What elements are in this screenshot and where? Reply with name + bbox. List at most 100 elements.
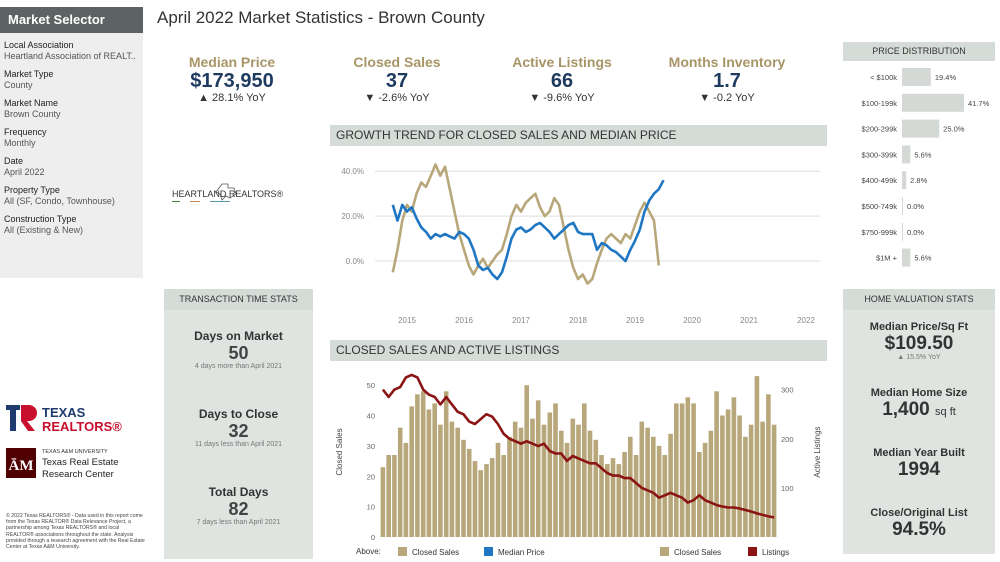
y-tick-label: 30 <box>367 442 375 451</box>
y2-tick-label: 300 <box>781 386 794 395</box>
stat-value: 82 <box>228 499 249 519</box>
bar-closed-sales <box>605 464 610 537</box>
hv-label: Median Year Built <box>873 447 965 459</box>
stat-label: Days on Market <box>194 329 283 343</box>
selector-item[interactable]: Frequency Monthly <box>0 127 143 149</box>
selector-value[interactable]: April 2022 <box>4 167 45 177</box>
kpi-yoy: ▼ -9.6% YoY <box>529 92 595 104</box>
stat-label: Days to Close <box>198 407 279 421</box>
bar-closed-sales <box>766 394 771 537</box>
y-tick-label: 0.0% <box>346 257 364 266</box>
x-tick-label: 2020 <box>683 316 701 325</box>
heartland-logo-text: HEARTLAND REALTORS® <box>172 189 284 199</box>
kpi-label: Months Inventory <box>668 54 786 70</box>
x-tick-label: 2016 <box>455 316 473 325</box>
bar-closed-sales <box>449 421 455 537</box>
bar-closed-sales <box>593 439 599 537</box>
bar-closed-sales <box>501 455 506 537</box>
selector-item[interactable]: Property Type All (SF, Condo, Townhouse) <box>0 185 143 207</box>
bar-closed-sales <box>420 391 426 537</box>
kpi-value: $173,950 <box>190 70 274 92</box>
y2-axis-label: Active Listings <box>813 426 822 477</box>
median-home-size: Median Home Size 1,400 sq ft <box>843 387 995 423</box>
selector-value[interactable]: County <box>4 80 33 90</box>
selector-value[interactable]: Brown County <box>4 109 61 119</box>
selector-item[interactable]: Date April 2022 <box>0 156 143 178</box>
selector-label: Frequency <box>4 127 47 137</box>
am-small-text: TEXAS A&M UNIVERSITY <box>42 449 108 455</box>
transaction-time-stats: TRANSACTION TIME STATS Days on Market 50… <box>164 289 313 559</box>
bar-closed-sales <box>731 397 737 537</box>
price-bin-bar <box>902 248 911 267</box>
bar-closed-sales <box>570 418 576 537</box>
selector-list: Local Association Heartland Association o… <box>0 40 143 236</box>
bar-closed-sales <box>720 415 725 537</box>
bar-closed-sales <box>559 430 564 537</box>
hv-label: Median Home Size <box>870 387 968 399</box>
legend-above-label: Above: <box>356 547 381 556</box>
legend-swatch <box>748 547 757 556</box>
tr-logo-line2: REALTORS® <box>42 419 122 434</box>
hv-value: 1994 <box>897 459 941 480</box>
y2-tick-label: 100 <box>781 484 794 493</box>
kpi-value: 66 <box>550 70 574 92</box>
hv-value: 94.5% <box>892 519 946 540</box>
series-line-closed-sales <box>391 163 661 285</box>
selector-item[interactable]: Market Name Brown County <box>0 98 143 120</box>
price-bin-label: $750-999k <box>862 228 898 237</box>
y-axis-label: Closed Sales <box>335 428 344 475</box>
selector-value[interactable]: All (SF, Condo, Townhouse) <box>4 196 115 206</box>
page-title: April 2022 Market Statistics - Brown Cou… <box>157 8 485 27</box>
legend-item-closed-sales: Closed Sales <box>398 547 459 557</box>
y-tick-label: 50 <box>367 381 375 390</box>
home-valuation-header: HOME VALUATION STATS <box>843 289 995 310</box>
kpi-value: 37 <box>385 70 409 92</box>
bar-closed-sales <box>530 418 535 537</box>
selector-item[interactable]: Local Association Heartland Association o… <box>0 40 143 62</box>
bar-closed-sales <box>403 442 409 537</box>
bar-closed-sales <box>576 424 581 537</box>
bar-closed-sales <box>622 452 627 537</box>
legend-swatch <box>398 547 407 556</box>
bar-closed-sales <box>771 424 777 537</box>
bar-closed-sales <box>743 436 748 537</box>
bar-closed-sales <box>386 455 391 537</box>
selector-value[interactable]: Monthly <box>4 138 36 148</box>
total-days-stat: Total Days 82 7 days less than April 202… <box>164 485 313 526</box>
kpi-label: Closed Sales <box>353 54 441 70</box>
bar-closed-sales <box>610 458 616 537</box>
legend-item-median-price: Median Price <box>484 547 545 557</box>
price-bin-pct: 0.0% <box>907 228 924 237</box>
svg-text:ĀM: ĀM <box>9 458 34 474</box>
bar-closed-sales <box>535 400 541 537</box>
bar-closed-sales <box>656 445 662 537</box>
price-bin-bar <box>902 68 931 86</box>
bar-closed-sales <box>380 467 386 537</box>
am-name-line1: Texas Real Estate <box>42 457 119 468</box>
bar-closed-sales <box>489 458 495 537</box>
bar-closed-sales <box>415 394 420 537</box>
bar-closed-sales <box>438 424 443 537</box>
tr-logo-line1: TEXAS <box>42 405 86 420</box>
bar-closed-sales <box>524 385 529 537</box>
bar-closed-sales <box>674 403 679 537</box>
selector-item[interactable]: Market Type County <box>0 69 143 91</box>
bar-closed-sales <box>518 427 524 537</box>
selector-item[interactable]: Construction Type All (Existing & New) <box>0 214 143 236</box>
kpi-label: Active Listings <box>512 54 612 70</box>
price-bin-bar <box>902 171 907 190</box>
legend-item-listings: Listings <box>748 547 789 557</box>
bar-closed-sales <box>587 430 593 537</box>
price-distribution-panel: PRICE DISTRIBUTION < $100k 19.4% $100-199k… <box>843 42 995 270</box>
close-original-list: Close/Original List 94.5% <box>843 507 995 540</box>
selector-value[interactable]: Heartland Association of REALT.. <box>4 51 136 61</box>
price-bin-pct: 2.8% <box>910 176 927 185</box>
selector-value[interactable]: All (Existing & New) <box>4 225 84 235</box>
kpi-median-price: Median Price $173,950 ▲ 28.1% YoY <box>157 54 307 104</box>
bar-closed-sales <box>582 403 587 537</box>
price-bin-pct: 0.0% <box>907 202 924 211</box>
legend-label: Listings <box>762 548 790 557</box>
price-bin-bar <box>902 222 903 241</box>
bar-closed-sales <box>547 412 553 537</box>
stat-value: 32 <box>228 421 249 441</box>
